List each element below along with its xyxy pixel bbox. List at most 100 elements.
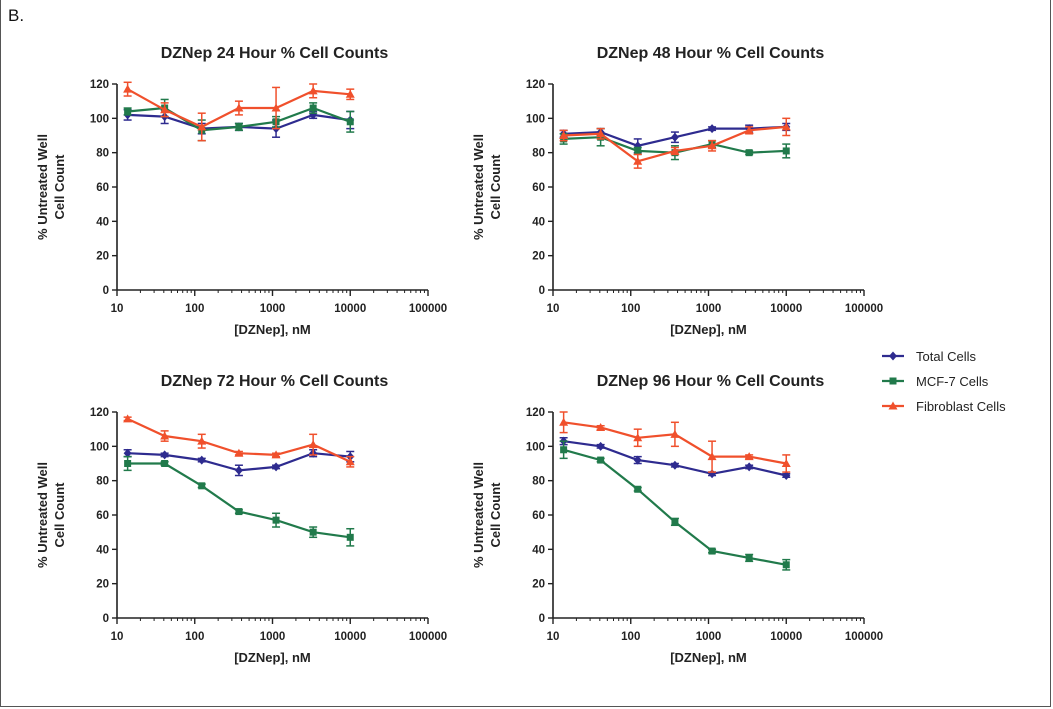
data-point — [670, 429, 680, 438]
data-point — [197, 436, 207, 445]
data-point — [633, 156, 643, 165]
data-point — [161, 460, 169, 467]
y-tick-label: 40 — [532, 216, 545, 228]
data-point — [782, 561, 790, 569]
y-tick-label: 100 — [526, 113, 545, 125]
data-point — [160, 431, 170, 440]
data-point — [308, 86, 318, 95]
data-point — [670, 146, 680, 155]
x-axis-label: [DZNep], nM — [234, 650, 311, 665]
data-point — [708, 547, 716, 555]
data-point — [744, 452, 754, 461]
series-fibroblast-cells — [123, 414, 355, 468]
chart-title: DZNep 72 Hour % Cell Counts — [161, 373, 389, 390]
y-tick-label: 120 — [526, 79, 545, 91]
data-point — [160, 450, 169, 460]
y-tick-label: 20 — [532, 579, 545, 591]
series-mcf-7-cells — [123, 455, 355, 547]
data-point — [197, 455, 206, 465]
y-tick-label: 60 — [96, 510, 109, 522]
y-tick-label: 20 — [96, 251, 109, 263]
data-point — [670, 132, 679, 142]
x-tick-label: 1000 — [260, 631, 286, 643]
x-tick-label: 100 — [621, 303, 640, 315]
chart-panel-2: DZNep 48 Hour % Cell Counts 0 20 40 60 80 100 1… — [471, 45, 883, 337]
chart-panel-4: DZNep 96 Hour % Cell Counts 0 20 40 60 80 100 1… — [471, 373, 883, 665]
data-point — [596, 422, 606, 431]
y-tick-label: 20 — [532, 251, 545, 263]
data-point — [234, 465, 243, 475]
series-total-cells — [559, 436, 791, 481]
data-point — [123, 448, 132, 458]
panel-label: B. — [8, 6, 25, 25]
x-tick-label: 100 — [621, 631, 640, 643]
y-axis-label: Cell Count — [52, 154, 67, 220]
x-axis-label: [DZNep], nM — [234, 322, 311, 337]
y-tick-label: 120 — [90, 79, 109, 91]
x-tick-label: 10 — [111, 631, 124, 643]
data-point — [633, 433, 643, 442]
data-point — [123, 414, 133, 423]
y-tick-label: 120 — [526, 407, 545, 419]
data-point — [272, 516, 280, 524]
x-tick-label: 10 — [111, 303, 124, 315]
data-point — [707, 141, 717, 150]
data-point — [160, 105, 170, 114]
data-point — [271, 450, 281, 459]
y-tick-label: 0 — [103, 613, 109, 625]
y-axis-label: % Untreated Well — [471, 134, 486, 240]
data-point — [745, 149, 753, 157]
x-tick-label: 10 — [547, 631, 560, 643]
data-point — [744, 125, 754, 134]
data-point — [197, 122, 207, 131]
y-tick-label: 60 — [96, 182, 109, 194]
data-point — [596, 129, 606, 138]
data-point — [124, 460, 132, 467]
series-fibroblast-cells — [559, 117, 791, 169]
data-point — [234, 103, 244, 112]
data-point — [198, 482, 206, 490]
data-point — [124, 107, 132, 115]
y-tick-label: 60 — [532, 510, 545, 522]
series-fibroblast-cells — [559, 411, 791, 473]
x-tick-label: 1000 — [696, 303, 722, 315]
data-point — [123, 84, 133, 93]
data-point — [235, 123, 243, 131]
data-point — [782, 471, 791, 481]
data-point — [560, 446, 568, 454]
y-tick-label: 80 — [532, 476, 545, 488]
y-tick-label: 40 — [96, 544, 109, 556]
legend: Total Cells MCF-7 Cells Fibroblast Cells — [882, 349, 1006, 414]
data-point — [782, 147, 790, 155]
y-tick-label: 60 — [532, 182, 545, 194]
data-point — [271, 103, 281, 112]
y-tick-label: 100 — [90, 441, 109, 453]
y-axis-label: % Untreated Well — [35, 134, 50, 240]
series-fibroblast-cells — [123, 81, 355, 142]
y-axis-label: % Untreated Well — [35, 462, 50, 568]
x-tick-label: 100000 — [845, 303, 883, 315]
data-point — [235, 508, 243, 516]
data-point — [308, 440, 318, 449]
y-tick-label: 80 — [532, 148, 545, 160]
x-axis-label: [DZNep], nM — [670, 322, 747, 337]
data-point — [346, 118, 354, 126]
y-tick-label: 40 — [96, 216, 109, 228]
legend-item-mcf-7-cells: MCF-7 Cells — [882, 374, 989, 389]
y-tick-label: 40 — [532, 544, 545, 556]
x-tick-label: 1000 — [696, 631, 722, 643]
x-tick-label: 1000 — [260, 303, 286, 315]
legend-marker — [889, 377, 897, 385]
y-tick-label: 0 — [539, 613, 545, 625]
x-tick-label: 100000 — [409, 631, 447, 643]
data-point — [596, 441, 605, 451]
legend-label: Fibroblast Cells — [916, 399, 1006, 414]
data-point — [597, 456, 605, 464]
y-tick-label: 100 — [526, 441, 545, 453]
legend-label: MCF-7 Cells — [916, 374, 989, 389]
legend-marker — [888, 401, 898, 410]
data-point — [559, 131, 569, 139]
data-point — [781, 459, 791, 467]
